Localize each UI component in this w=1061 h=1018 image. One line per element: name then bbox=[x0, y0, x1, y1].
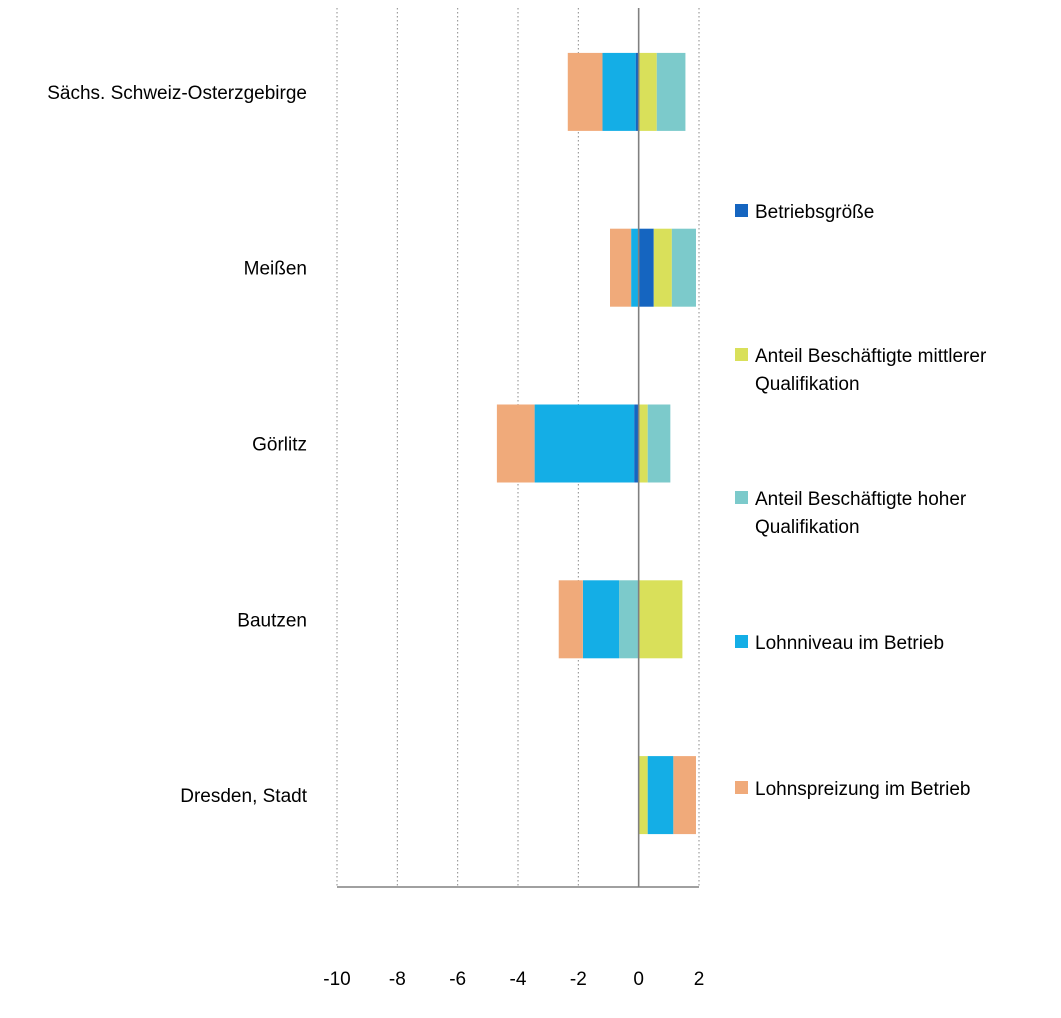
x-tick-label: 2 bbox=[694, 969, 705, 990]
bar-mittlere-qualifikation bbox=[638, 404, 648, 483]
x-tick-label: -10 bbox=[323, 969, 350, 990]
category-label: Görlitz bbox=[252, 435, 307, 456]
category-label: Bautzen bbox=[237, 610, 307, 631]
bar-hohe-qualifikation bbox=[671, 228, 696, 307]
bar-mittlere-qualifikation bbox=[638, 580, 683, 659]
bar-betriebsgroesse bbox=[634, 404, 639, 483]
bar-lohnspreizung bbox=[610, 228, 632, 307]
category-labels: Sächs. Schweiz-Osterzgebirge Meißen Görlit… bbox=[47, 83, 307, 807]
legend-lohnspreizung-label: Lohnspreizung im Betrieb bbox=[755, 779, 970, 800]
x-tick-labels: -10 -8 -6 -4 -2 0 2 bbox=[323, 969, 704, 990]
x-tick-label: -6 bbox=[449, 969, 466, 990]
bar-lohnspreizung bbox=[567, 52, 603, 131]
x-tick-label: -8 bbox=[389, 969, 406, 990]
bar-betriebsgroesse bbox=[635, 52, 639, 131]
legend-mittlere-qualifikation-swatch bbox=[735, 348, 748, 361]
legend-hohe-qualifikation-swatch bbox=[735, 491, 748, 504]
legend-hohe-qualifikation-label: Qualifikation bbox=[755, 517, 860, 538]
legend-hohe-qualifikation-label: Anteil Beschäftigte hoher bbox=[755, 489, 967, 510]
bar-mittlere-qualifikation bbox=[638, 756, 648, 835]
x-tick-label: 0 bbox=[633, 969, 644, 990]
bar-lohnniveau bbox=[582, 580, 620, 659]
category-label: Meißen bbox=[244, 259, 307, 280]
axes bbox=[337, 8, 699, 888]
bar-hohe-qualifikation bbox=[619, 580, 639, 659]
legend-mittlere-qualifikation-label: Qualifikation bbox=[755, 374, 860, 395]
bar-lohnniveau bbox=[534, 404, 635, 483]
legend-betriebsgroesse-swatch bbox=[735, 204, 748, 217]
bar-mittlere-qualifikation bbox=[638, 52, 657, 131]
grid-lines bbox=[336, 8, 700, 887]
bar-lohnspreizung bbox=[496, 404, 535, 483]
category-label: Dresden, Stadt bbox=[180, 786, 307, 807]
bar-hohe-qualifikation bbox=[647, 404, 671, 483]
bar-lohnniveau bbox=[631, 228, 639, 307]
category-label: Sächs. Schweiz-Osterzgebirge bbox=[47, 83, 307, 104]
legend-betriebsgroesse-label: Betriebsgröße bbox=[755, 202, 874, 223]
bar-betriebsgroesse bbox=[638, 228, 654, 307]
legend: Betriebsgröße Anteil Beschäftigte mittler… bbox=[735, 202, 987, 800]
x-tick-label: -4 bbox=[510, 969, 527, 990]
bar-lohnniveau bbox=[602, 52, 636, 131]
x-tick-label: -2 bbox=[570, 969, 587, 990]
bar-lohnspreizung bbox=[558, 580, 583, 659]
legend-mittlere-qualifikation-label: Anteil Beschäftigte mittlerer bbox=[755, 346, 987, 367]
bars bbox=[496, 52, 696, 835]
bar-hohe-qualifikation bbox=[656, 52, 686, 131]
legend-lohnniveau-label: Lohnniveau im Betrieb bbox=[755, 633, 944, 654]
bar-mittlere-qualifikation bbox=[653, 228, 672, 307]
bar-lohnspreizung bbox=[673, 756, 696, 835]
bar-lohnniveau bbox=[647, 756, 674, 835]
legend-lohnspreizung-swatch bbox=[735, 781, 748, 794]
legend-lohnniveau-swatch bbox=[735, 635, 748, 648]
